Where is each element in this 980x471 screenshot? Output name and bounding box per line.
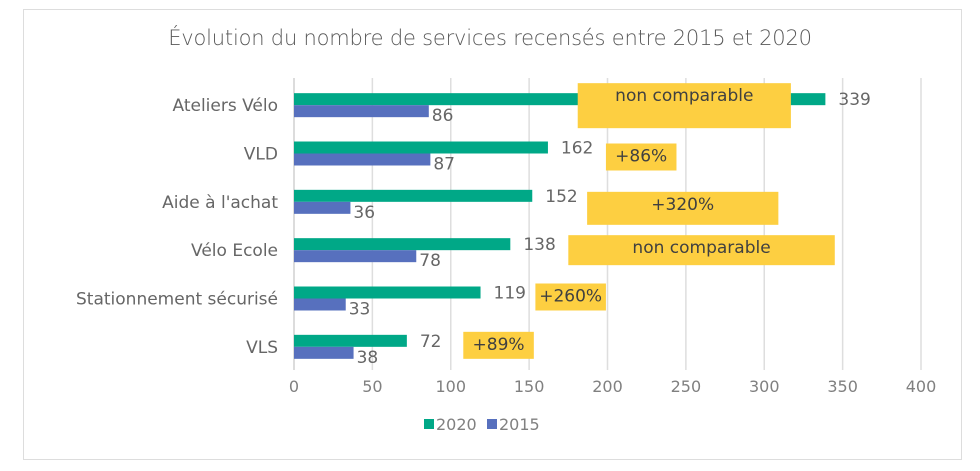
annotation-boxes: non comparable +86% +320% non comparable +26… <box>463 83 835 359</box>
category-label: Ateliers Vélo <box>172 96 278 116</box>
bar-2020 <box>294 286 481 299</box>
x-tick-label: 0 <box>289 377 299 396</box>
x-tick-label: 350 <box>827 377 858 396</box>
data-label-2020: 72 <box>420 332 442 352</box>
legend-swatch-2020 <box>424 419 434 429</box>
category-labels: Ateliers Vélo VLD Aide à l'achat Vélo Ecole… <box>76 96 278 358</box>
category-label: VLD <box>244 145 278 165</box>
category-label: Stationnement sécurisé <box>76 290 278 310</box>
bar-2020 <box>294 334 407 347</box>
annotation-box <box>577 83 791 129</box>
bar-2020 <box>294 189 533 202</box>
data-label-2020: 339 <box>838 90 870 110</box>
bar-2015 <box>294 201 351 214</box>
data-label-2015: 87 <box>433 155 455 175</box>
bar-2015 <box>294 346 354 359</box>
annotation-text: non comparable <box>632 238 770 258</box>
data-label-2020: 162 <box>561 139 593 159</box>
data-label-2015: 33 <box>349 300 371 320</box>
annotation-text: non comparable <box>615 86 753 106</box>
x-tick-label: 200 <box>592 377 623 396</box>
x-tick-label: 250 <box>671 377 702 396</box>
annotation-box <box>535 283 606 311</box>
bar-2015 <box>294 298 346 311</box>
x-tick-label: 50 <box>362 377 382 396</box>
category-label: VLS <box>246 338 278 358</box>
x-tick-label: 400 <box>906 377 937 396</box>
bars <box>294 93 826 359</box>
annotation-box <box>568 235 835 266</box>
annotation-text: +86% <box>615 147 667 167</box>
data-label-2015: 38 <box>357 348 379 368</box>
data-label-2020: 138 <box>523 235 555 255</box>
annotation-box <box>463 331 534 359</box>
legend: 2020 2015 <box>424 415 540 434</box>
annotation-text: +89% <box>473 335 525 355</box>
bar-2020 <box>294 238 511 251</box>
annotation-box <box>605 143 677 171</box>
x-tick-label: 100 <box>435 377 466 396</box>
bar-2020 <box>294 141 548 154</box>
chart-title: Évolution du nombre de services recensés… <box>168 26 812 50</box>
category-label: Vélo Ecole <box>191 241 278 261</box>
legend-swatch-2015 <box>487 419 497 429</box>
data-labels: 339 86 162 87 152 36 138 78 119 33 72 38 <box>349 90 871 368</box>
legend-label-2020: 2020 <box>436 415 477 434</box>
data-label-2020: 119 <box>494 284 526 304</box>
bar-2015 <box>294 250 417 263</box>
x-tick-label: 300 <box>749 377 780 396</box>
category-label: Aide à l'achat <box>162 193 278 213</box>
annotation-box <box>587 191 779 225</box>
chart-frame <box>23 9 962 460</box>
x-tick-label: 150 <box>514 377 545 396</box>
data-label-2015: 78 <box>419 251 441 271</box>
legend-label-2015: 2015 <box>499 415 540 434</box>
data-label-2015: 86 <box>432 106 454 126</box>
annotation-text: +320% <box>651 195 714 215</box>
data-label-2015: 36 <box>353 203 375 223</box>
bar-2015 <box>294 105 429 118</box>
bar-2015 <box>294 153 431 166</box>
x-axis-ticks: 0 50 100 150 200 250 300 350 400 <box>289 377 936 396</box>
data-label-2020: 152 <box>545 187 577 207</box>
annotation-text: +260% <box>539 287 602 307</box>
